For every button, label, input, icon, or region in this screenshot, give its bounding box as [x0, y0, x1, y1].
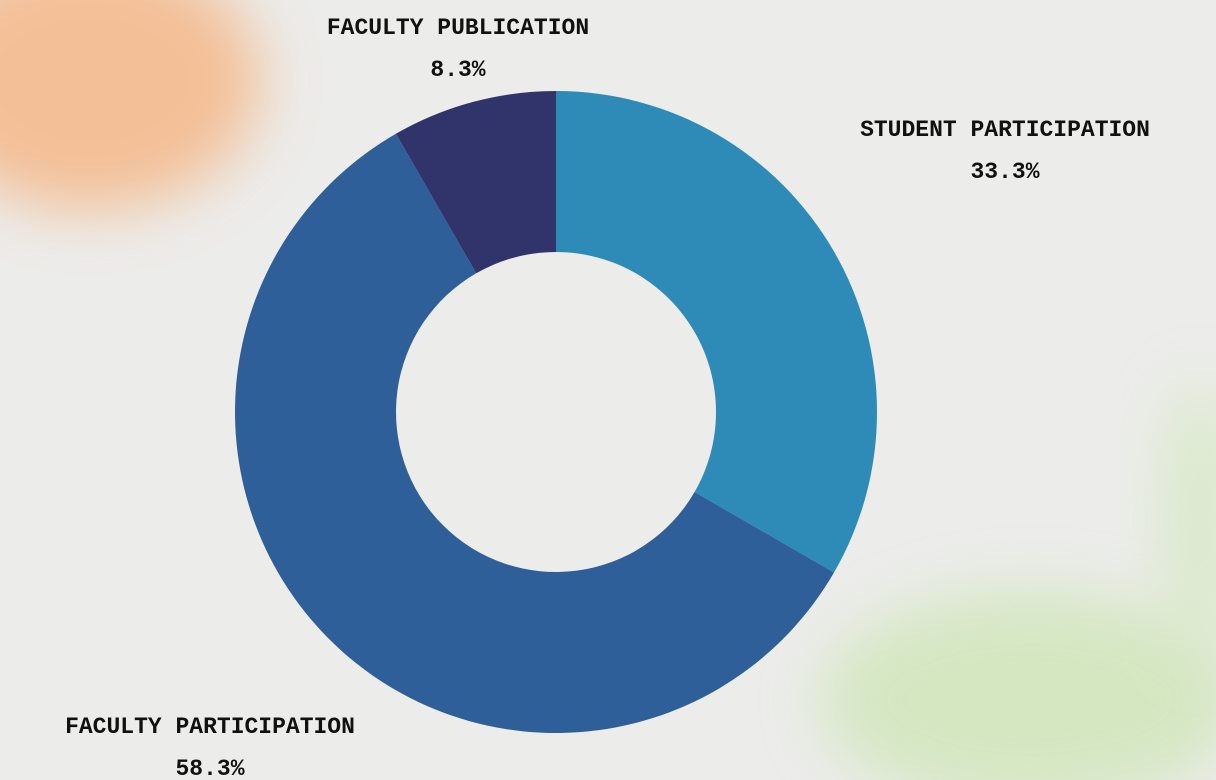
donut	[234, 91, 877, 734]
slice	[395, 91, 556, 274]
value-label: 58.3%	[175, 756, 244, 780]
value-label: 33.3%	[970, 159, 1039, 185]
value-label: 8.3%	[430, 57, 485, 83]
slice	[234, 133, 834, 734]
decor-green	[1160, 380, 1216, 660]
decor-orange	[0, 0, 260, 210]
decor-green	[820, 590, 1216, 780]
slice-label: STUDENT PARTICIPATION	[860, 117, 1150, 143]
slice-label: FACULTY PARTICIPATION	[65, 714, 355, 740]
slice	[556, 91, 877, 573]
slice-label: FACULTY PUBLICATION	[327, 15, 589, 41]
